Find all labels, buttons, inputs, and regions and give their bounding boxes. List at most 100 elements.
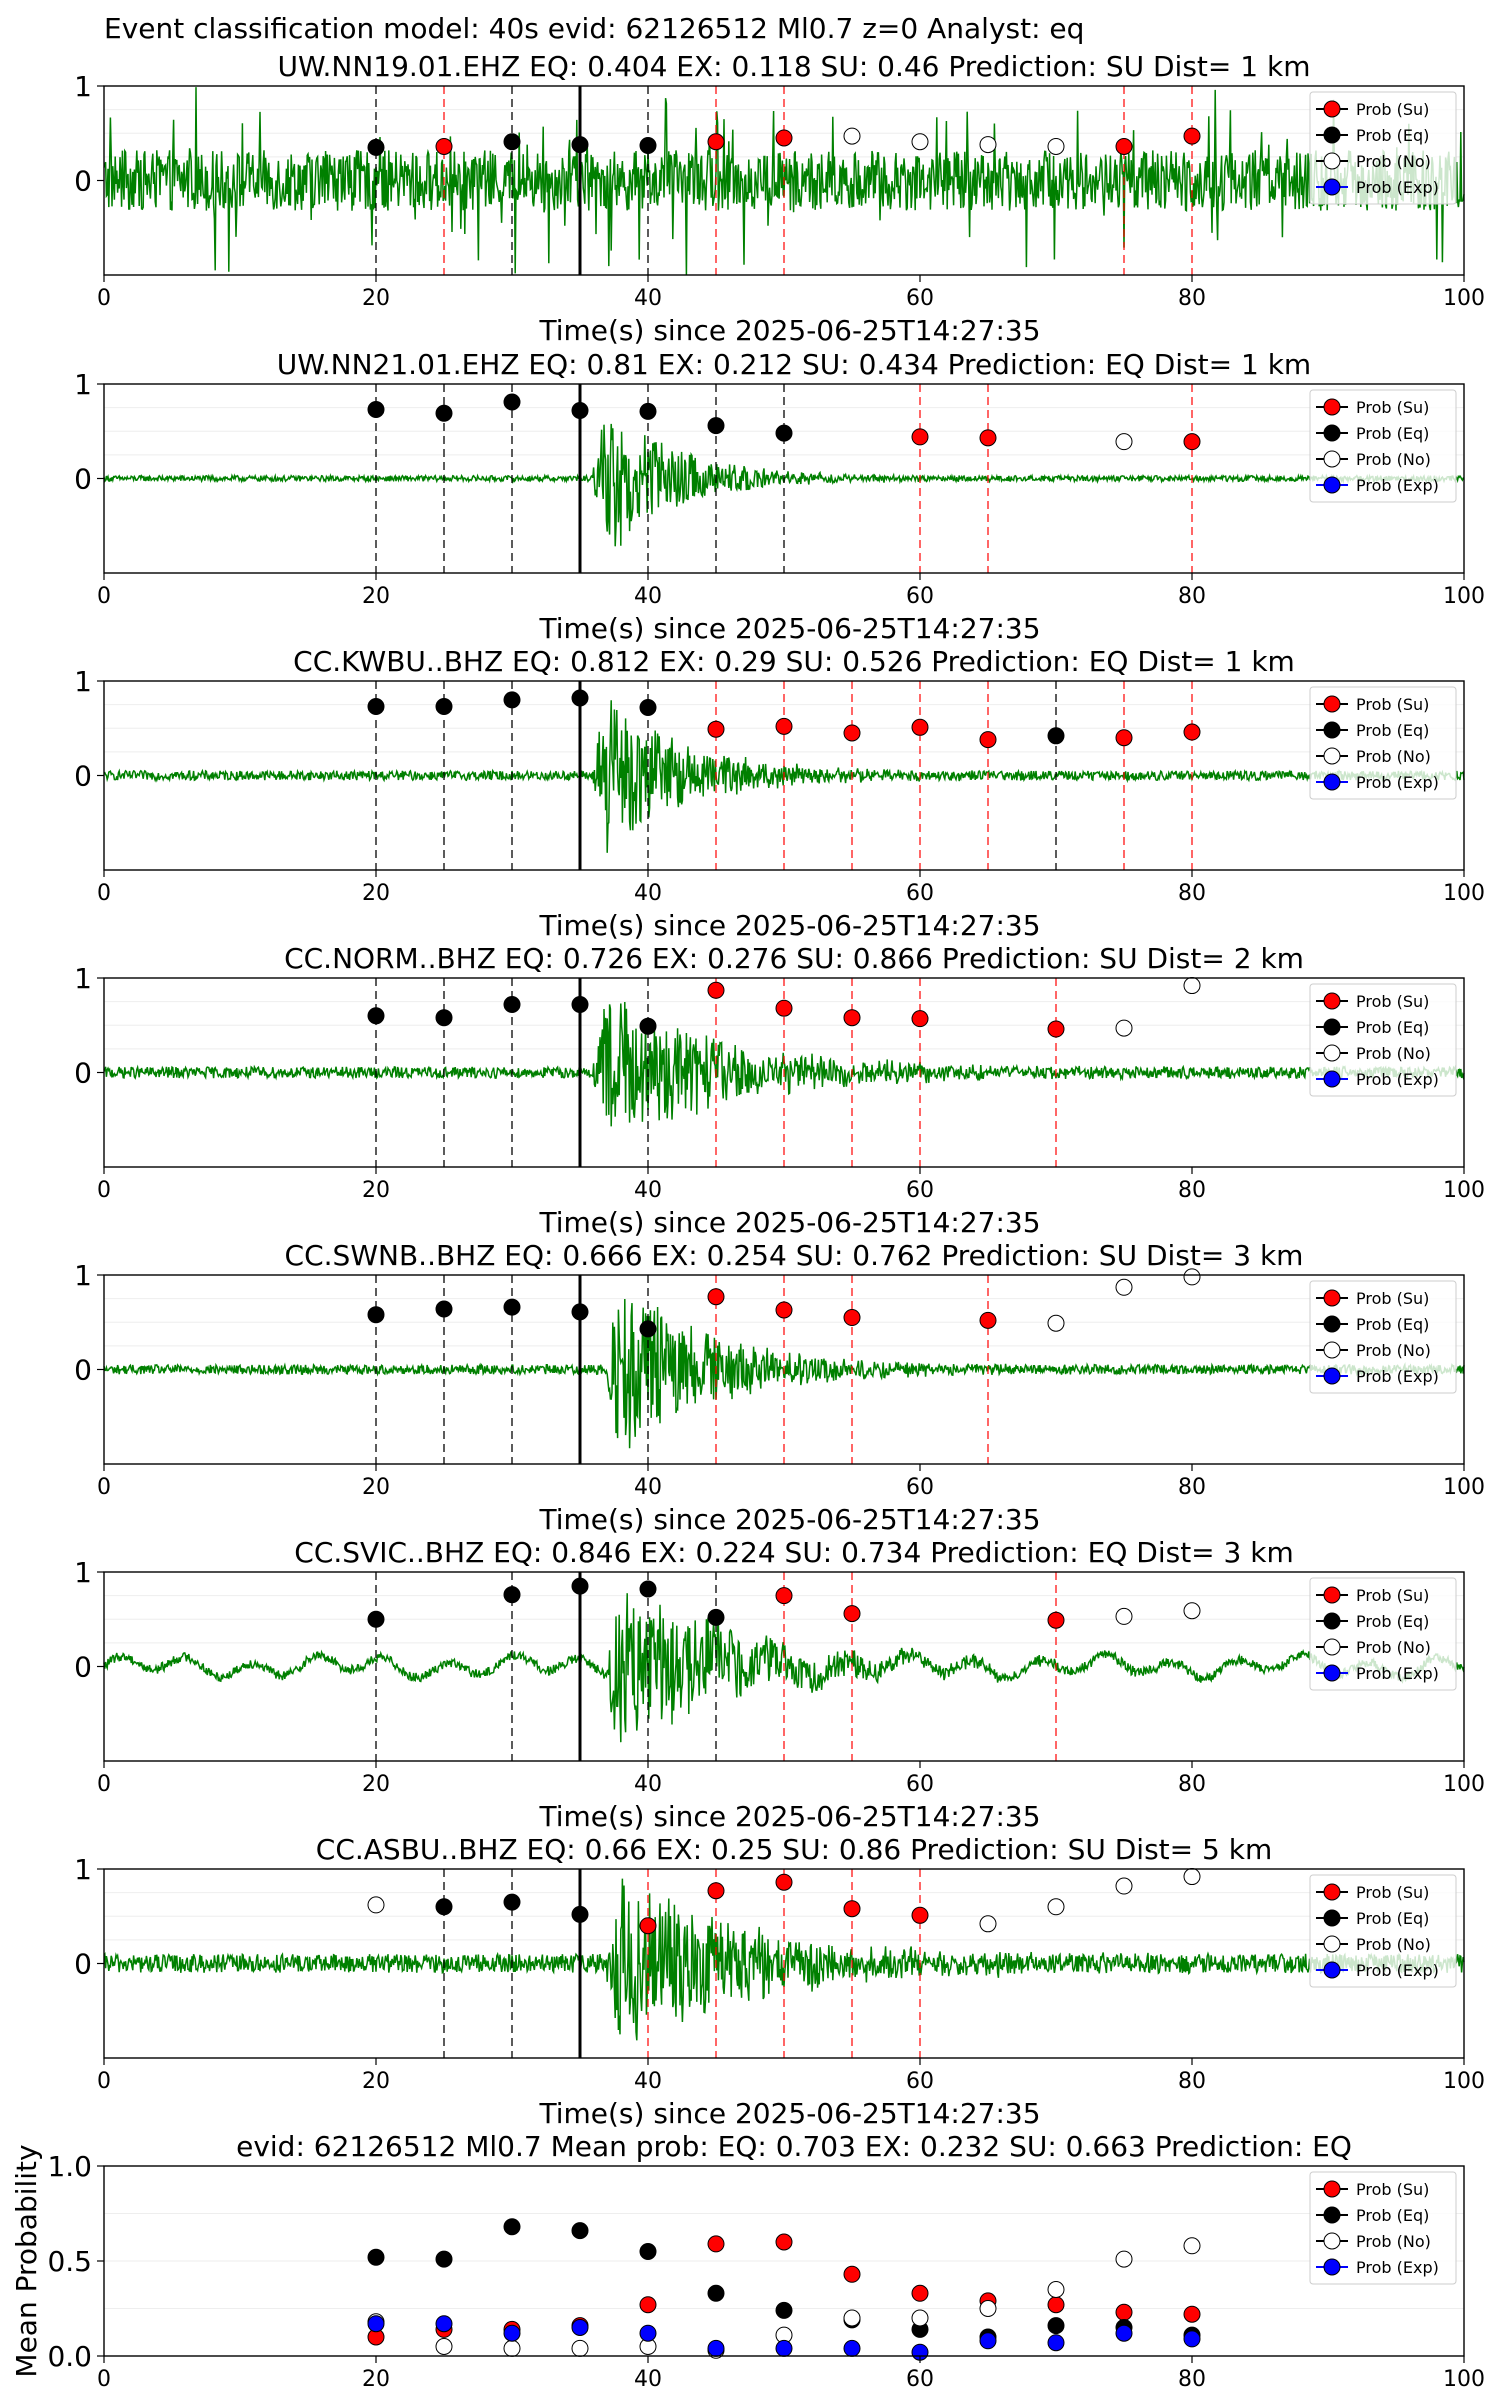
- mean-prob-point-su: [707, 2235, 725, 2253]
- x-tick-label: 40: [634, 584, 662, 609]
- x-tick-label: 80: [1178, 2367, 1206, 2392]
- legend-marker: [1323, 424, 1341, 442]
- x-tick-label: 0: [97, 2367, 111, 2392]
- y-tick-label: 0.0: [47, 2340, 92, 2373]
- legend-marker: [1323, 2180, 1341, 2198]
- prob-point-eq: [503, 1586, 521, 1604]
- mean-prob-point-no: [571, 2339, 589, 2357]
- prob-point-su: [979, 429, 997, 447]
- legend-marker: [1323, 1664, 1341, 1682]
- legend-marker: [1323, 1935, 1341, 1953]
- prob-point-su: [843, 1309, 861, 1327]
- x-tick-label: 0: [97, 2069, 111, 2094]
- x-tick-label: 20: [362, 2069, 390, 2094]
- mean-prob-point-eq: [503, 2218, 521, 2236]
- prob-point-no: [1115, 1278, 1133, 1296]
- mean-prob-point-no: [1183, 2237, 1201, 2255]
- y-axis-label: Mean Probability: [10, 2144, 43, 2377]
- legend-marker: [1323, 2258, 1341, 2276]
- waveform-trace: [103, 1298, 1465, 1449]
- prob-point-su: [1115, 137, 1133, 155]
- legend-marker: [1323, 747, 1341, 765]
- legend-label: Prob (Exp): [1356, 476, 1439, 495]
- x-tick-label: 0: [97, 1178, 111, 1203]
- prob-point-eq: [503, 691, 521, 709]
- legend-marker: [1323, 100, 1341, 118]
- prob-point-su: [775, 999, 793, 1017]
- prob-point-no: [1183, 977, 1201, 995]
- prob-point-eq: [503, 995, 521, 1013]
- prob-point-su: [1183, 127, 1201, 145]
- x-tick-label: 20: [362, 1178, 390, 1203]
- mean-prob-point-su: [775, 2233, 793, 2251]
- mean-prob-point-no: [1115, 2250, 1133, 2268]
- prob-point-eq: [571, 1577, 589, 1595]
- legend-label: Prob (No): [1356, 1638, 1431, 1657]
- legend-marker: [1323, 398, 1341, 416]
- x-tick-label: 20: [362, 1475, 390, 1500]
- legend-marker: [1323, 1070, 1341, 1088]
- legend: Prob (Su) Prob (Eq) Prob (No) Prob (Exp): [1309, 389, 1457, 503]
- y-tick-label: 0.5: [47, 2245, 92, 2278]
- x-tick-label: 60: [906, 881, 934, 906]
- legend-marker: [1323, 2206, 1341, 2224]
- mean-prob-point-exp: [1115, 2324, 1133, 2342]
- station-panel: 0 20 40 60 80 100 1 0 CC.ASBU..BHZ EQ: 0.66 EX: …: [74, 1833, 1485, 2130]
- y-tick-label: 0: [74, 1948, 92, 1981]
- x-tick-label: 0: [97, 286, 111, 311]
- prob-point-eq: [707, 417, 725, 435]
- legend-label: Prob (Exp): [1356, 2258, 1439, 2277]
- y-tick-label: 1.0: [47, 2150, 92, 2183]
- legend-label: Prob (No): [1356, 152, 1431, 171]
- legend-marker: [1323, 1961, 1341, 1979]
- legend-label: Prob (Su): [1356, 992, 1429, 1011]
- legend-label: Prob (Exp): [1356, 773, 1439, 792]
- prob-point-eq: [367, 1007, 385, 1025]
- panel-title: evid: 62126512 Ml0.7 Mean prob: EQ: 0.70…: [236, 2130, 1352, 2163]
- x-tick-label: 80: [1178, 584, 1206, 609]
- x-tick-label: 100: [1443, 1475, 1485, 1500]
- x-tick-label: 40: [634, 1772, 662, 1797]
- legend-marker: [1323, 152, 1341, 170]
- prob-point-eq: [367, 1610, 385, 1628]
- prob-point-su: [1047, 1611, 1065, 1629]
- mean-prob-point-su: [911, 2284, 929, 2302]
- mean-probability-panel: 0 20 40 60 80 100 1.0 0.5 0.0 evid: 62126512 Ml0.…: [10, 2130, 1485, 2392]
- legend-marker: [1323, 1367, 1341, 1385]
- x-axis-label: Time(s) since 2025-06-25T14:27:35: [538, 1800, 1040, 1833]
- prob-point-su: [775, 129, 793, 147]
- x-tick-label: 60: [906, 1475, 934, 1500]
- station-panel: 0 20 40 60 80 100 1 0 CC.KWBU..BHZ EQ: 0.812 EX:…: [74, 645, 1485, 942]
- legend-marker: [1323, 1909, 1341, 1927]
- station-panel: 0 20 40 60 80 100 1 0 CC.SWNB..BHZ EQ: 0.666 EX:…: [74, 1239, 1485, 1536]
- y-tick-label: 1: [74, 70, 92, 103]
- x-tick-label: 80: [1178, 2069, 1206, 2094]
- mean-prob-point-exp: [775, 2339, 793, 2357]
- legend-marker: [1323, 1883, 1341, 1901]
- prob-point-no: [367, 1896, 385, 1914]
- legend-marker: [1323, 178, 1341, 196]
- prob-point-no: [1115, 1019, 1133, 1037]
- mean-prob-point-exp: [435, 2315, 453, 2333]
- y-tick-label: 0: [74, 1651, 92, 1684]
- mean-prob-point-no: [979, 2300, 997, 2317]
- prob-point-su: [979, 731, 997, 749]
- mean-prob-point-no: [435, 2338, 453, 2355]
- y-tick-label: 0: [74, 1057, 92, 1090]
- prob-point-eq: [571, 1905, 589, 1923]
- panel-title: CC.ASBU..BHZ EQ: 0.66 EX: 0.25 SU: 0.86 …: [316, 1833, 1272, 1866]
- y-tick-label: 1: [74, 962, 92, 995]
- y-tick-label: 0: [74, 463, 92, 496]
- panel-title: CC.KWBU..BHZ EQ: 0.812 EX: 0.29 SU: 0.52…: [293, 645, 1295, 678]
- mean-prob-point-exp: [707, 2339, 725, 2357]
- x-tick-label: 20: [362, 2367, 390, 2392]
- axes-frame: [103, 2165, 1465, 2357]
- legend-label: Prob (No): [1356, 450, 1431, 469]
- legend-marker: [1323, 1638, 1341, 1656]
- legend-label: Prob (Eq): [1356, 2206, 1429, 2225]
- mean-prob-point-exp: [1047, 2334, 1065, 2352]
- x-tick-label: 0: [97, 881, 111, 906]
- mean-prob-point-exp: [979, 2332, 997, 2350]
- legend-marker: [1323, 1044, 1341, 1062]
- prob-point-no: [979, 136, 997, 154]
